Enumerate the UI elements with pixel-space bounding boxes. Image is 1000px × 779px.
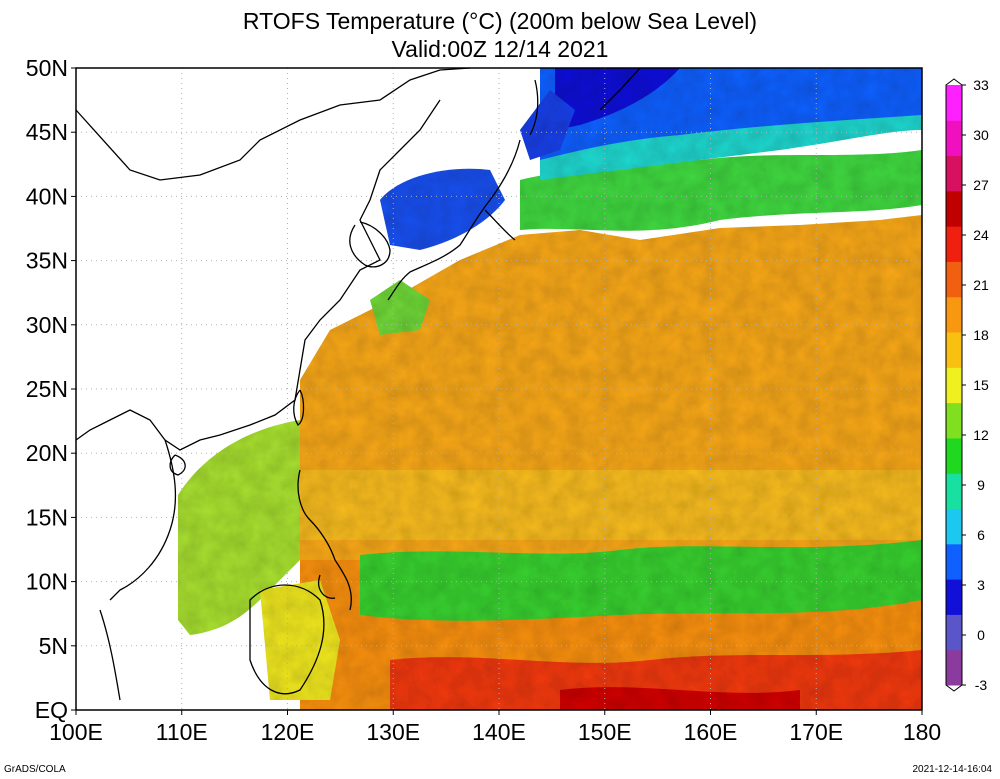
- lon-tick-label: 180: [903, 719, 941, 745]
- lat-tick-label: 30N: [26, 312, 68, 338]
- lat-tick-label: 15N: [26, 504, 68, 530]
- lon-tick-label: 130E: [366, 719, 420, 745]
- coastlines: [75, 67, 641, 701]
- lon-tick-label: 150E: [578, 719, 632, 745]
- longitude-labels: 100E 110E 120E 130E 140E 150E 160E 170E 180: [49, 710, 941, 745]
- colorbar-label: 30: [973, 127, 989, 143]
- colorbar-swatch: [946, 508, 962, 545]
- colorbar-label: 33: [973, 77, 989, 93]
- colorbar-swatch: [946, 226, 962, 262]
- lon-tick-label: 100E: [49, 719, 103, 745]
- colorbar-swatch: [946, 261, 962, 298]
- lat-tick-label: EQ: [35, 697, 68, 723]
- colorbar-swatch: [946, 473, 962, 510]
- colorbar-swatch: [946, 543, 962, 580]
- colorbar-label: 21: [973, 277, 989, 293]
- lon-tick-label: 140E: [472, 719, 526, 745]
- colorbar-label: 27: [973, 177, 989, 193]
- colorbar-label: 18: [973, 327, 989, 343]
- lon-tick-label: 110E: [156, 719, 208, 745]
- colorbar-label: 12: [973, 427, 989, 443]
- lat-tick-label: 5N: [39, 633, 68, 659]
- lat-tick-label: 50N: [26, 55, 68, 81]
- colorbar-swatch: [946, 649, 962, 686]
- lat-tick-label: 25N: [26, 376, 68, 402]
- lat-tick-label: 45N: [26, 119, 68, 145]
- credit-text: GrADS/COLA: [4, 764, 66, 775]
- valid-time: Valid:00Z 12/14 2021: [391, 36, 609, 62]
- colorbar-label: 15: [973, 377, 989, 393]
- colorbar-swatch: [946, 402, 962, 439]
- map-title: RTOFS Temperature (°C) (200m below Sea L…: [242, 8, 758, 34]
- colorbar-swatch: [946, 614, 962, 651]
- colorbar-label: -3: [975, 677, 988, 693]
- colorbar-swatch: [946, 579, 962, 615]
- colorbar-label: 6: [977, 527, 985, 543]
- colorbar-label: 24: [973, 227, 989, 243]
- lat-lon-grid: [76, 68, 922, 710]
- lat-tick-label: 10N: [26, 569, 68, 595]
- lon-tick-label: 120E: [261, 719, 315, 745]
- colorbar-swatch: [946, 190, 962, 227]
- lon-tick-label: 170E: [789, 719, 843, 745]
- lon-tick-label: 160E: [684, 719, 738, 745]
- timestamp-text: 2021-12-14-16:04: [912, 764, 992, 775]
- colorbar-swatch: [946, 367, 962, 404]
- colorbar-swatch: [946, 85, 962, 121]
- colorbar-swatch: [946, 155, 962, 192]
- colorbar-label: 9: [977, 477, 985, 493]
- colorbar-label: 0: [977, 627, 985, 643]
- colorbar-swatch: [946, 296, 962, 333]
- lat-tick-label: 40N: [26, 183, 68, 209]
- colorbar-swatch: [946, 332, 962, 368]
- colorbar-label: 3: [977, 577, 985, 593]
- colorbar-swatch: [946, 120, 962, 157]
- colorbar-swatch: [946, 437, 962, 474]
- latitude-labels: 50N 45N 40N 35N 30N 25N 20N 15N 10N 5N EQ: [26, 55, 76, 723]
- lat-tick-label: 35N: [26, 248, 68, 274]
- lat-tick-label: 20N: [26, 440, 68, 466]
